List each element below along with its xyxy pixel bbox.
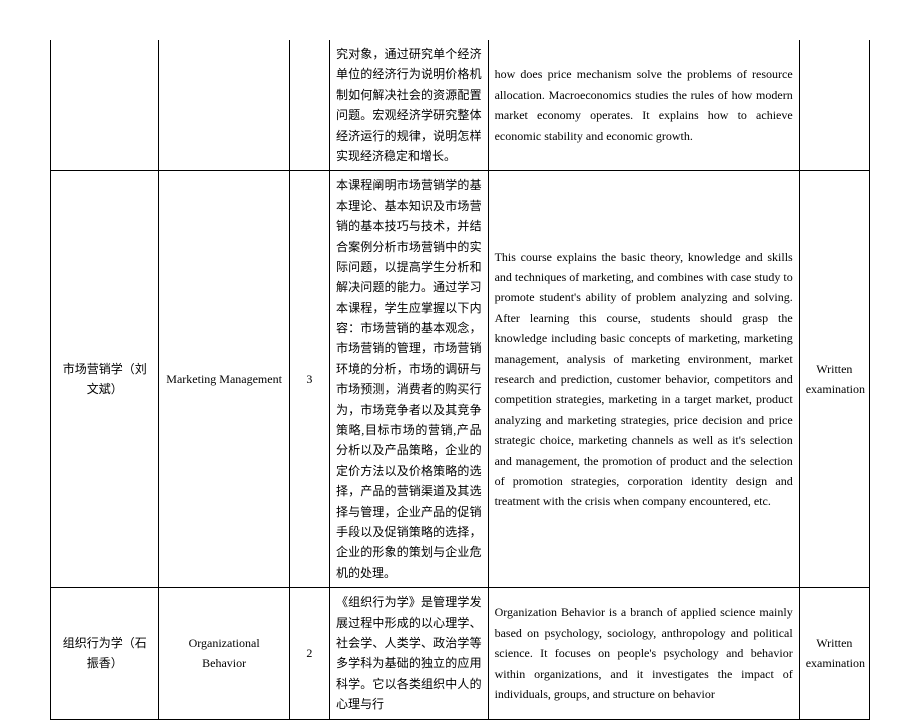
cell-cn-desc: 本课程阐明市场营销学的基本理论、基本知识及市场营销的基本技巧与技术，并结合案例分… bbox=[330, 171, 489, 588]
table-row: 究对象，通过研究单个经济单位的经济行为说明价格机制如何解决社会的资源配置问题。宏… bbox=[51, 40, 870, 171]
course-table: 究对象，通过研究单个经济单位的经济行为说明价格机制如何解决社会的资源配置问题。宏… bbox=[50, 40, 870, 720]
document-page: 究对象，通过研究单个经济单位的经济行为说明价格机制如何解决社会的资源配置问题。宏… bbox=[0, 0, 920, 651]
cell-exam: Written examination bbox=[799, 171, 869, 588]
cell-credit: 3 bbox=[289, 171, 329, 588]
cell-cn-desc: 《组织行为学》是管理学发展过程中形成的以心理学、社会学、人类学、政治学等多学科为… bbox=[330, 588, 489, 719]
cell-cn-desc: 究对象，通过研究单个经济单位的经济行为说明价格机制如何解决社会的资源配置问题。宏… bbox=[330, 40, 489, 171]
cell-en-desc: Organization Behavior is a branch of app… bbox=[488, 588, 799, 719]
cell-en-name: Organizational Behavior bbox=[159, 588, 289, 719]
cell-cn-name: 市场营销学（刘文斌） bbox=[51, 171, 159, 588]
cell-cn-name bbox=[51, 40, 159, 171]
table-row: 市场营销学（刘文斌） Marketing Management 3 本课程阐明市… bbox=[51, 171, 870, 588]
cell-en-desc: how does price mechanism solve the probl… bbox=[488, 40, 799, 171]
table-row: 组织行为学（石振香） Organizational Behavior 2 《组织… bbox=[51, 588, 870, 719]
cell-exam bbox=[799, 40, 869, 171]
cell-credit bbox=[289, 40, 329, 171]
cell-cn-name: 组织行为学（石振香） bbox=[51, 588, 159, 719]
cell-en-name: Marketing Management bbox=[159, 171, 289, 588]
cell-exam: Written examination bbox=[799, 588, 869, 719]
cell-en-desc: This course explains the basic theory, k… bbox=[488, 171, 799, 588]
cell-en-name bbox=[159, 40, 289, 171]
cell-credit: 2 bbox=[289, 588, 329, 719]
